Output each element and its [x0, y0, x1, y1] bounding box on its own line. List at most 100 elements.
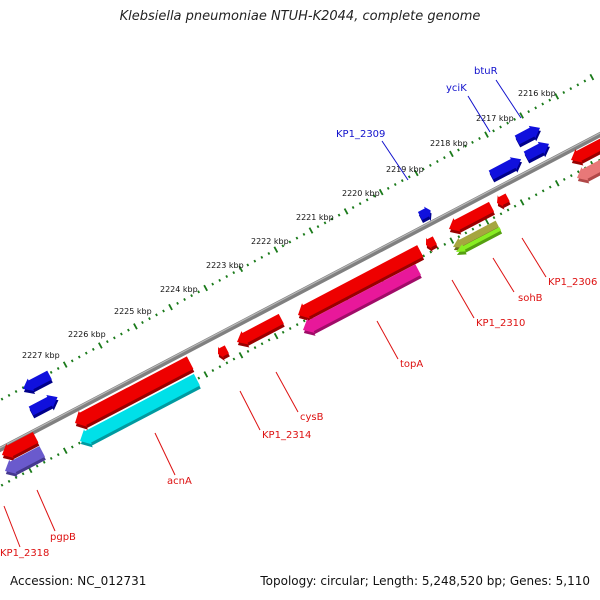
ruler-label-11: 2227 kbp [22, 351, 60, 360]
ruler-outer-dot [400, 179, 404, 183]
ruler-outer-dot [534, 106, 538, 110]
ruler-outer-dot [183, 298, 186, 301]
ruler-label-10: 2226 kbp [68, 330, 106, 339]
ruler-outer-dot [562, 91, 566, 94]
ruler-inner-dot [429, 250, 433, 254]
ruler-inner-dot [492, 216, 496, 220]
ruler-label-2: 2218 kbp [430, 139, 468, 148]
gene-label-leaders [3, 79, 547, 548]
gene-label-KP1_2306: KP1_2306 [548, 277, 597, 288]
gene-pgpB-arrow [5, 446, 45, 474]
backbone-highlight [0, 132, 600, 449]
gene-KP1-2318-arrow [2, 432, 39, 458]
label-leader-KP1_2310 [451, 279, 475, 319]
ruler-outer-dot [225, 275, 229, 278]
label-leader-KP1_2309 [381, 140, 409, 181]
ruler-outer-dot [386, 186, 390, 190]
gene-sohB-arrow [453, 220, 499, 248]
ruler-inner-dot [464, 231, 468, 235]
ruler-outer-dot [492, 129, 495, 133]
gene-topA-arrow [303, 264, 421, 333]
ruler-outer-dot [506, 121, 509, 125]
ruler-outer-dot [127, 328, 130, 332]
ruler-outer-dot [148, 317, 151, 321]
label-leader-sohB [492, 257, 515, 293]
ruler-outer-dot [232, 271, 236, 275]
ruler-outer-major-tick [308, 227, 314, 234]
ruler-inner-dot [197, 376, 201, 380]
ruler-outer-dot [246, 263, 250, 267]
map-title: Klebsiella pneumoniae NTUH-K2044, comple… [119, 9, 481, 24]
gene-btuR-arrow [514, 125, 541, 145]
ruler-inner-dot [506, 208, 510, 212]
ruler-inner-dot [14, 476, 18, 480]
label-leader-acnA [154, 432, 176, 476]
ruler-outer-dot [478, 137, 481, 140]
gene-label-KP1_2310: KP1_2310 [476, 318, 525, 329]
gene-label-topA: topA [400, 359, 423, 370]
ruler-outer-dot [330, 217, 334, 221]
ruler-outer-dot [316, 225, 320, 229]
ruler-inner-dot [267, 338, 271, 342]
label-leader-btuR [495, 79, 522, 119]
ruler-outer-major-tick [484, 131, 489, 138]
ruler-inner-dot [35, 464, 39, 468]
ruler-outer-dot [393, 183, 397, 186]
ruler-outer-major-tick [413, 169, 419, 177]
label-leader-cysB [275, 371, 299, 413]
ruler-outer-dot [267, 252, 271, 255]
label-leader-pgpB [36, 489, 56, 532]
backbone-line [0, 131, 600, 453]
ruler-label-3: 2219 kbp [386, 165, 424, 174]
ruler-outer-dot [302, 232, 306, 236]
genes-track [2, 125, 600, 477]
ruler-outer-dot [70, 359, 74, 363]
ruler-inner-dot [42, 460, 46, 464]
ruler-outer-dot [365, 198, 369, 202]
ruler-outer-dot [218, 278, 222, 282]
ruler-outer-dot [91, 347, 95, 351]
ruler-outer-dot [211, 282, 215, 286]
ruler-outer-major-tick [378, 188, 384, 196]
gene-label-sohB: sohB [518, 293, 543, 304]
ruler-outer-dot [351, 206, 355, 209]
ruler-inner-dot [569, 174, 573, 178]
ruler-label-0: 2216 kbp [518, 89, 556, 98]
ruler-outer-major-tick [133, 323, 138, 330]
genome-summary-text: Topology: circular; Length: 5,248,520 bp… [260, 574, 590, 588]
ruler-outer-major-tick [519, 112, 524, 119]
ruler-outer-major-tick [168, 303, 173, 311]
ruler-outer-dot [77, 355, 81, 359]
ruler-inner-dot [513, 204, 517, 208]
ruler-inner-dot [443, 242, 447, 246]
ruler-inner-dot [260, 342, 264, 346]
gene-sohB-lime-shadow [456, 230, 503, 255]
label-leader-KP1_2314 [239, 390, 261, 431]
ruler-inner-major-tick [62, 447, 68, 455]
ruler-outer-dot [7, 393, 11, 397]
ruler-outer-dot [162, 309, 165, 313]
ruler-label-1: 2217 kbp [476, 114, 514, 123]
gene-small-red-arrow [497, 193, 510, 207]
ruler-outer-dot [141, 321, 144, 324]
ruler-inner-dot [527, 197, 531, 201]
ruler-outer-dot [471, 140, 474, 144]
ruler-outer-dot [56, 367, 60, 370]
ruler-inner-dot [7, 479, 11, 483]
gene-red-right-arrow [571, 138, 600, 163]
ruler-outer-dot [457, 148, 460, 152]
ruler-outer-dot [113, 336, 116, 340]
ruler-inner-dot [21, 472, 25, 476]
ruler-outer-dot [513, 117, 516, 121]
gene-label-KP1_2318: KP1_2318 [0, 548, 49, 559]
ruler-outer-dot [527, 110, 531, 114]
ruler-outer-major-tick [554, 93, 560, 100]
ruler-inner-dot [478, 223, 482, 227]
ruler-labels: 2216 kbp 2217 kbp 2218 kbp 2219 kbp 2220 kbp… [22, 89, 556, 360]
ruler-outer-dot [281, 244, 285, 248]
gene-blue-arrow [488, 157, 522, 180]
ruler-outer-major-tick [238, 265, 244, 273]
gene-KP1-2310-arrow [426, 236, 437, 250]
ruler-outer-dot [583, 79, 587, 83]
